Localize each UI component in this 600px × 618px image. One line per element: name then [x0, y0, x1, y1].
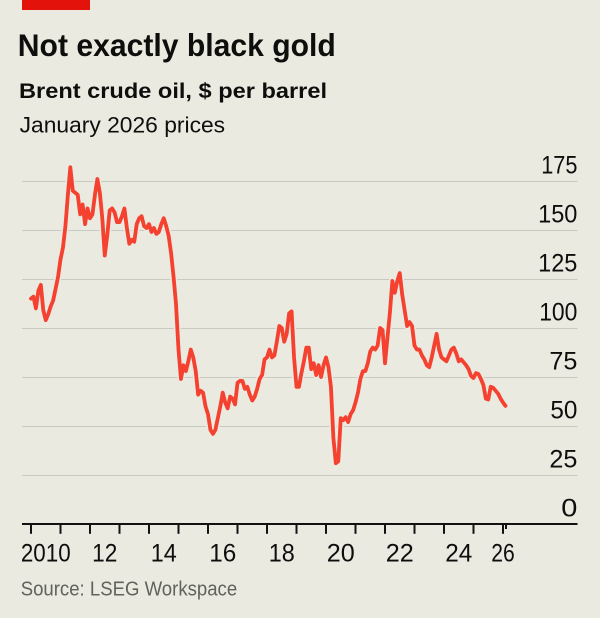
- svg-text:Brent crude oil, $ per barrel: Brent crude oil, $ per barrel: [19, 79, 327, 103]
- svg-text:25: 25: [549, 446, 577, 474]
- svg-text:January 2026 prices: January 2026 prices: [20, 113, 225, 138]
- svg-text:22: 22: [386, 540, 414, 568]
- svg-text:26: 26: [491, 540, 515, 568]
- svg-text:Not exactly black gold: Not exactly black gold: [18, 27, 336, 63]
- svg-text:2010: 2010: [21, 540, 71, 568]
- svg-text:14: 14: [151, 540, 177, 568]
- svg-text:100: 100: [539, 299, 577, 327]
- svg-text:50: 50: [550, 397, 577, 425]
- svg-text:125: 125: [538, 250, 577, 278]
- svg-text:150: 150: [538, 201, 577, 229]
- svg-text:75: 75: [549, 348, 577, 376]
- svg-text:16: 16: [209, 540, 236, 568]
- svg-text:20: 20: [327, 540, 355, 568]
- svg-text:Source: LSEG Workspace: Source: LSEG Workspace: [21, 579, 238, 601]
- svg-text:175: 175: [541, 152, 577, 180]
- svg-text:24: 24: [445, 540, 472, 568]
- svg-text:18: 18: [269, 540, 295, 568]
- svg-text:12: 12: [92, 540, 117, 568]
- svg-text:0: 0: [561, 495, 577, 523]
